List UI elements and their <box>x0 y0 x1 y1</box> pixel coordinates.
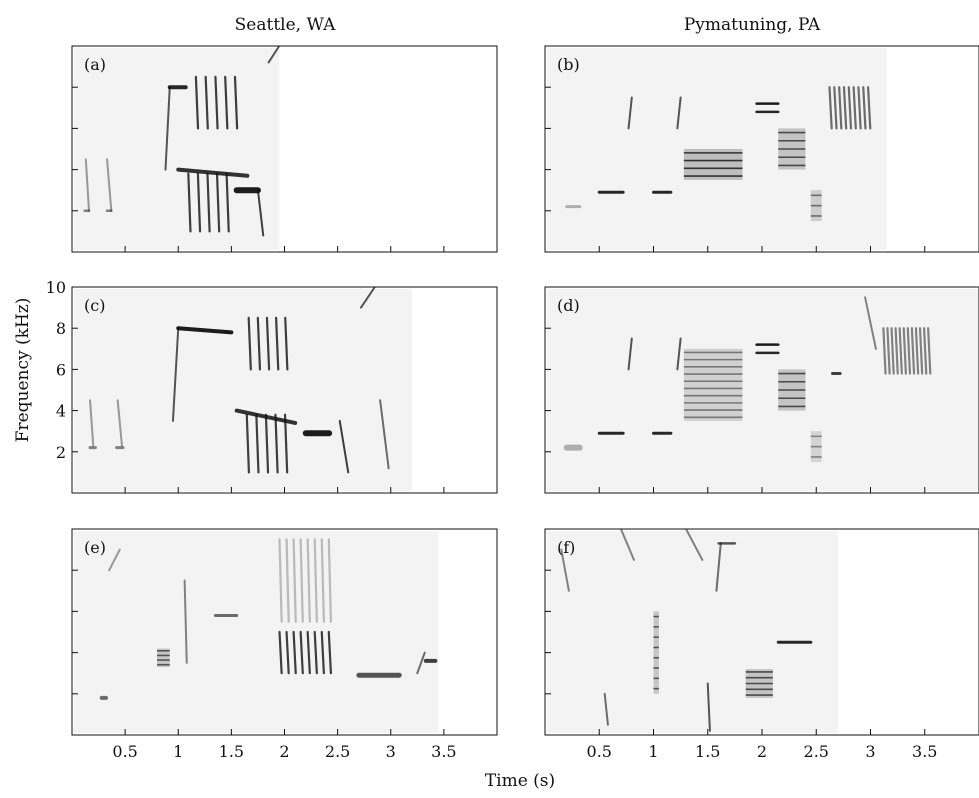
sweep-mark <box>416 651 426 675</box>
sweep-mark <box>116 399 123 447</box>
sweep-mark <box>676 337 682 371</box>
panel-label: (a) <box>84 55 106 74</box>
recording-background <box>74 289 412 491</box>
band-mark <box>778 128 806 170</box>
sweep-mark <box>685 529 704 561</box>
sweep-mark <box>715 542 722 592</box>
column-title-pymatuning: Pymatuning, PA <box>684 15 821 35</box>
panel-label: (b) <box>557 55 580 74</box>
x-tick-label: 2.5 <box>804 742 829 761</box>
trill-mark <box>187 172 230 233</box>
trill-mark <box>882 327 932 375</box>
band-mark <box>810 190 822 222</box>
panel-label: (c) <box>84 296 105 315</box>
sweep-mark <box>627 337 633 371</box>
sweep-mark <box>84 158 90 212</box>
sweep-mark <box>164 86 171 171</box>
sweep-mark <box>360 287 376 309</box>
spectrogram-panel: (d) <box>544 286 979 494</box>
x-tick-label: 1.5 <box>695 742 720 761</box>
x-tick-label: 3 <box>386 742 396 761</box>
recording-background <box>74 48 280 250</box>
trill-mark <box>194 75 239 130</box>
spectrogram-panel: (f) 0.5 1 1.5 2 2.5 3 3.5 <box>544 528 979 761</box>
sweep-mark <box>706 682 711 732</box>
sweep-mark <box>89 399 95 447</box>
sweep-mark <box>379 399 390 470</box>
tone-mark <box>176 167 250 178</box>
sweep-mark <box>267 46 281 64</box>
x-tick-label: 1 <box>648 742 658 761</box>
trill-mark <box>828 86 872 130</box>
band-mark <box>683 149 743 180</box>
sweep-mark <box>183 579 188 664</box>
x-tick-label: 2.5 <box>325 742 350 761</box>
sweep-mark <box>619 529 635 561</box>
trill-mark <box>247 316 289 371</box>
sweep-mark <box>256 189 265 237</box>
x-tick-label: 3 <box>865 742 875 761</box>
panel-label: (f) <box>557 538 575 557</box>
band-mark <box>683 348 743 421</box>
y-tick-label: 10 <box>46 278 66 297</box>
spectrogram-panel: (a) <box>71 45 498 253</box>
trill-mark <box>245 413 289 474</box>
y-axis-label: Frequency (kHz) <box>13 298 33 443</box>
recording-background <box>547 48 887 250</box>
x-axis-label: Time (s) <box>485 771 555 791</box>
band-mark <box>653 611 659 694</box>
x-tick-label: 3.5 <box>431 742 456 761</box>
band-mark <box>745 669 773 698</box>
panel-label: (d) <box>557 296 580 315</box>
band-mark <box>157 648 170 668</box>
y-tick-label: 6 <box>56 360 66 379</box>
y-tick-label: 4 <box>56 402 66 421</box>
x-tick-label: 2 <box>757 742 767 761</box>
band-mark <box>778 369 806 411</box>
sweep-mark <box>106 158 113 212</box>
spectrogram-panel: (e) 0.5 1 1.5 2 2.5 3 3.5 <box>71 528 498 761</box>
x-tick-label: 3.5 <box>912 742 937 761</box>
x-tick-label: 2 <box>279 742 289 761</box>
spectrogram-panel: (c) 2 4 6 8 10 <box>46 278 498 494</box>
x-tick-label: 0.5 <box>587 742 612 761</box>
band-mark <box>810 431 822 463</box>
y-tick-label: 8 <box>56 319 66 338</box>
recording-background <box>547 531 838 733</box>
sweep-mark <box>676 96 682 130</box>
sweep-mark <box>171 327 180 422</box>
panel-label: (e) <box>84 538 106 557</box>
sweep-mark <box>603 692 609 726</box>
x-tick-label: 0.5 <box>112 742 137 761</box>
sweep-mark <box>864 296 877 350</box>
x-tick-label: 1.5 <box>219 742 244 761</box>
sweep-mark <box>627 96 633 130</box>
sweep-mark <box>338 419 350 474</box>
recording-background <box>74 531 439 733</box>
tone-mark <box>176 326 234 335</box>
y-tick-label: 2 <box>56 443 66 462</box>
x-tick-label: 1 <box>173 742 183 761</box>
spectrogram-panel: (b) <box>544 45 979 253</box>
recording-background <box>547 289 979 491</box>
trill-mark <box>278 538 333 623</box>
column-title-seattle: Seattle, WA <box>235 15 336 35</box>
sweep-mark <box>108 548 121 572</box>
trill-mark <box>278 630 333 675</box>
sweep-mark <box>560 548 570 592</box>
